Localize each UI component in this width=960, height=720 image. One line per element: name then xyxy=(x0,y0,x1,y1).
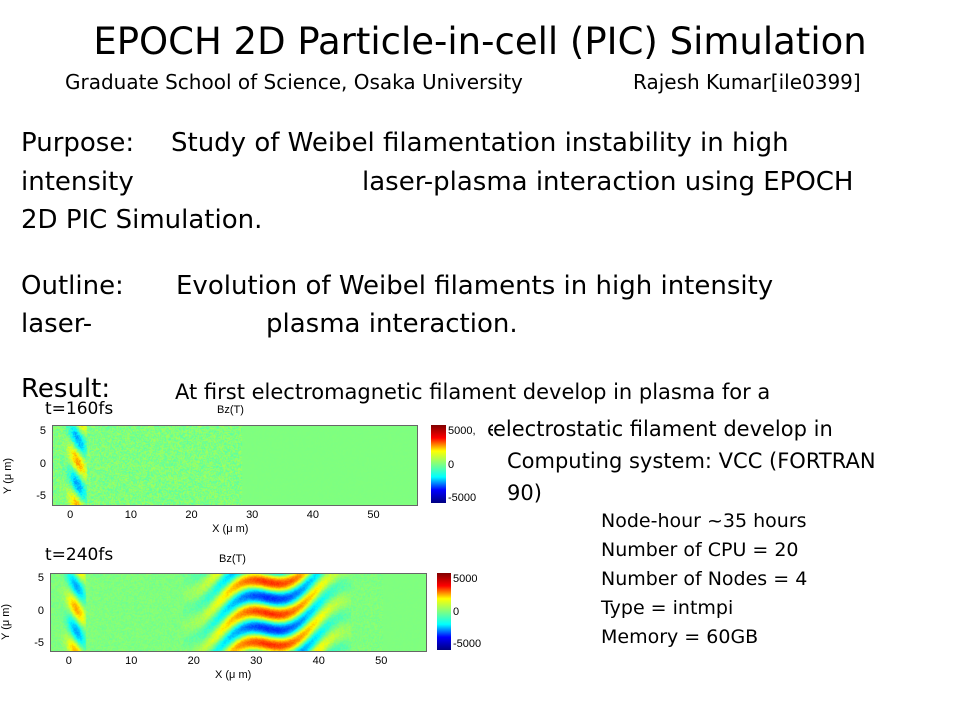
outline-line2b: plasma interaction. xyxy=(266,309,518,339)
colorbar-tick-label: 5000 xyxy=(453,573,478,585)
spec-nodes: Number of Nodes = 4 xyxy=(601,568,808,590)
y-tick-label: 0 xyxy=(39,457,46,470)
y-tick-label: 0 xyxy=(37,604,44,617)
purpose-line2b: laser-plasma interaction using EPOCH xyxy=(362,167,854,197)
x-tick-label: 10 xyxy=(124,509,137,521)
bz-field-map xyxy=(52,425,418,506)
x-tick-label: 20 xyxy=(187,655,200,667)
x-tick-label: 20 xyxy=(185,509,198,521)
computing-line2: 90) xyxy=(507,481,542,505)
plot-title: Bz(T) xyxy=(219,553,246,565)
x-axis-label: X (μ m) xyxy=(215,669,252,681)
colorbar-tick-label: 0 xyxy=(453,605,460,618)
spec-type: Type = intmpi xyxy=(601,597,734,619)
colorbar-tick-label: 0 xyxy=(448,458,455,471)
y-tick-label: 5 xyxy=(39,424,46,437)
result-line1: At first electromagnetic filament develo… xyxy=(175,380,771,404)
colorbar xyxy=(437,573,451,650)
x-tick-label: 50 xyxy=(367,509,380,521)
colorbar-tick-label: -5000 xyxy=(448,492,477,504)
x-tick-label: 30 xyxy=(246,509,259,521)
colorbar-tick-label: -5000 xyxy=(453,638,482,650)
y-axis-label: Y (μ m) xyxy=(0,603,12,640)
outline-line2a: laser- xyxy=(21,309,93,339)
x-tick-label: 0 xyxy=(67,509,74,521)
outline-label: Outline: xyxy=(21,271,124,301)
author: Rajesh Kumar[ile0399] xyxy=(633,70,861,94)
result-line2-partial: e xyxy=(487,417,493,441)
plot-title: Bz(T) xyxy=(217,404,244,416)
x-tick-label: 40 xyxy=(306,509,319,521)
x-tick-label: 50 xyxy=(375,655,388,667)
spec-cpu: Number of CPU = 20 xyxy=(601,539,799,561)
purpose-line1: Study of Weibel filamentation instabilit… xyxy=(171,128,789,158)
y-tick-label: -5 xyxy=(34,636,44,649)
bz-field-map xyxy=(50,573,427,652)
computing-line1: Computing system: VCC (FORTRAN xyxy=(507,449,876,473)
x-tick-label: 0 xyxy=(65,655,72,667)
y-tick-label: 5 xyxy=(37,572,44,585)
affiliation: Graduate School of Science, Osaka Univer… xyxy=(65,70,523,94)
spec-node-hour: Node-hour ~35 hours xyxy=(601,510,807,532)
y-tick-label: -5 xyxy=(36,490,46,503)
purpose-line3: 2D PIC Simulation. xyxy=(21,205,263,235)
colorbar-tick-label: 5000, xyxy=(448,425,476,437)
outline-line1: Evolution of Weibel filaments in high in… xyxy=(176,271,774,301)
x-axis-label: X (μ m) xyxy=(212,523,249,535)
result-line2: electrostatic filament develop in xyxy=(493,417,833,441)
plot-time-label: t=160fs xyxy=(45,399,114,419)
slide-title: EPOCH 2D Particle-in-cell (PIC) Simulati… xyxy=(93,20,867,63)
x-tick-label: 40 xyxy=(312,655,325,667)
x-tick-label: 30 xyxy=(250,655,263,667)
x-tick-label: 10 xyxy=(125,655,138,667)
result-label: Result: xyxy=(21,374,111,404)
plot-time-label: t=240fs xyxy=(45,545,114,565)
purpose-line2a: intensity xyxy=(21,167,134,197)
colorbar xyxy=(431,425,446,503)
spec-memory: Memory = 60GB xyxy=(601,626,759,648)
y-axis-label: Y (μ m) xyxy=(2,457,14,494)
purpose-label: Purpose: xyxy=(21,128,135,158)
